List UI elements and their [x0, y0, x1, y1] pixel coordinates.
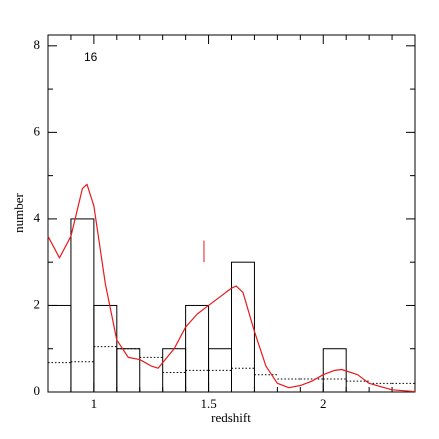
annotation: 16: [84, 50, 98, 64]
y-tick-label: 2: [34, 296, 41, 311]
bar: [162, 348, 187, 393]
bar: [231, 261, 255, 393]
x-tick-label: 1.5: [200, 396, 216, 411]
y-tick-label: 0: [34, 383, 41, 398]
smoothed-curve: [47, 183, 416, 393]
y-tick-label: 8: [34, 37, 41, 52]
x-tick-label: 1: [91, 396, 98, 411]
bar: [70, 218, 95, 393]
x-axis-label: redshift: [211, 410, 251, 425]
bar: [116, 348, 141, 393]
bar: [185, 304, 210, 393]
x-tick-label: 2: [320, 396, 327, 411]
y-axis-label: number: [11, 192, 26, 232]
y-tick-label: 4: [34, 210, 41, 225]
y-tick-label: 6: [34, 123, 41, 138]
bar: [93, 304, 118, 393]
